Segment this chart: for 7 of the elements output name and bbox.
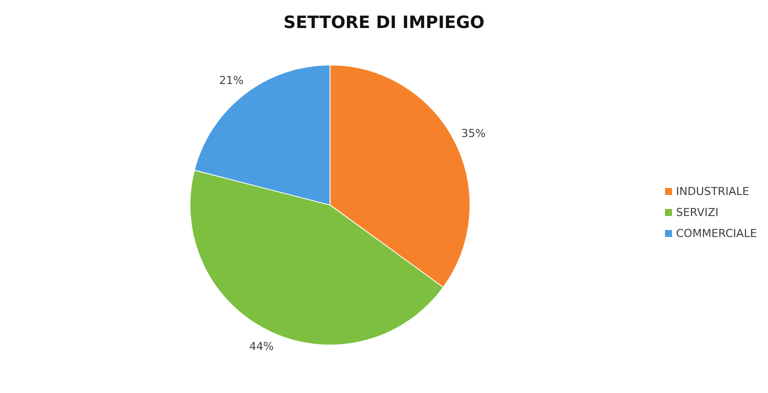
chart-title: SETTORE DI IMPIEGO [284,13,484,33]
data-label: 35% [461,126,486,140]
data-label: 21% [219,74,244,88]
legend-label: COMMERCIALE [676,227,757,240]
data-label: 44% [249,340,274,353]
legend-label: SERVIZI [676,206,719,219]
legend-label: INDUSTRIALE [676,185,750,198]
